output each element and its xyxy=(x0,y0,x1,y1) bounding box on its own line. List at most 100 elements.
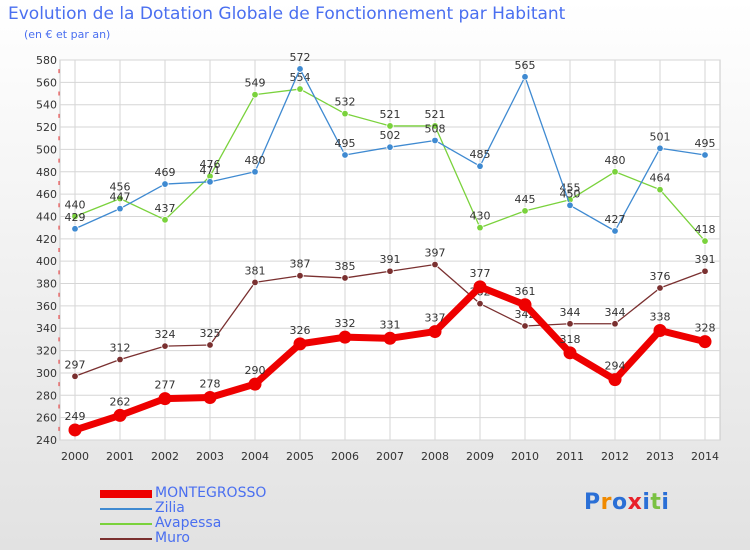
data-point-muro xyxy=(251,278,259,287)
data-label-muro: 344 xyxy=(560,306,581,319)
data-point-muro xyxy=(431,260,439,269)
x-tick-label: 2013 xyxy=(646,450,674,463)
legend-label-montegrosso: MONTEGROSSO xyxy=(155,485,267,501)
data-point-avapessa xyxy=(251,90,259,99)
data-label-montegrosso: 337 xyxy=(425,312,446,325)
data-label-avapessa: 532 xyxy=(335,96,356,109)
legend-label-avapessa: Avapessa xyxy=(155,515,222,531)
data-label-montegrosso: 278 xyxy=(200,378,221,391)
legend-item-muro: Muro xyxy=(100,531,266,546)
data-point-avapessa xyxy=(341,109,349,118)
y-tick-label: 240 xyxy=(36,434,57,447)
y-tick-label: 380 xyxy=(36,278,57,291)
legend-item-zilia: Zilia xyxy=(100,501,266,516)
x-tick-label: 2008 xyxy=(421,450,449,463)
data-label-muro: 397 xyxy=(425,247,446,260)
y-tick-label: 520 xyxy=(36,121,57,134)
data-point-avapessa xyxy=(521,207,529,215)
logo-letter: o xyxy=(611,490,628,515)
data-label-zilia: 508 xyxy=(425,122,446,135)
data-point-montegrosso xyxy=(383,331,397,345)
data-label-muro: 387 xyxy=(290,258,311,271)
data-point-montegrosso xyxy=(563,346,577,360)
data-point-avapessa xyxy=(296,85,304,93)
y-tick-label: 260 xyxy=(36,412,57,425)
data-point-montegrosso xyxy=(698,335,712,349)
data-label-muro: 344 xyxy=(605,306,626,319)
data-point-montegrosso xyxy=(248,377,262,391)
data-point-avapessa xyxy=(701,237,709,245)
y-tick-label: 340 xyxy=(36,322,57,335)
data-point-muro xyxy=(386,267,394,275)
data-point-montegrosso xyxy=(428,325,442,339)
x-tick-label: 2010 xyxy=(511,450,539,463)
data-point-zilia xyxy=(161,180,169,188)
x-tick-label: 2001 xyxy=(106,450,134,463)
chart-subtitle: (en € et par an) xyxy=(24,28,111,41)
data-point-montegrosso xyxy=(158,392,172,406)
x-tick-label: 2005 xyxy=(286,450,314,463)
x-tick-label: 2004 xyxy=(241,450,269,463)
x-tick-label: 2000 xyxy=(61,450,89,463)
data-point-zilia xyxy=(476,162,484,170)
data-point-montegrosso xyxy=(338,330,352,344)
data-label-muro: 324 xyxy=(155,328,176,341)
data-point-muro xyxy=(341,274,349,282)
data-point-muro xyxy=(161,342,169,350)
data-point-muro xyxy=(296,272,304,280)
data-point-zilia xyxy=(566,201,574,209)
data-point-montegrosso xyxy=(518,298,532,312)
legend-swatch-montegrosso xyxy=(100,489,152,498)
data-point-muro xyxy=(521,322,529,330)
data-point-montegrosso xyxy=(653,323,667,337)
legend-swatch-zilia xyxy=(100,507,152,510)
y-tick-label: 500 xyxy=(36,143,57,156)
y-tick-label: 420 xyxy=(36,233,57,246)
y-tick-label: 540 xyxy=(36,99,57,112)
data-label-avapessa: 437 xyxy=(155,202,176,215)
data-label-montegrosso: 277 xyxy=(155,379,176,392)
data-point-muro xyxy=(611,320,619,328)
data-label-zilia: 495 xyxy=(335,137,356,150)
data-label-zilia: 429 xyxy=(65,211,86,224)
legend-item-avapessa: Avapessa xyxy=(100,516,266,531)
data-label-montegrosso: 338 xyxy=(650,310,671,323)
legend-swatch-avapessa xyxy=(100,522,152,525)
logo-letter: t xyxy=(650,490,662,515)
x-tick-label: 2014 xyxy=(691,450,719,463)
data-point-avapessa xyxy=(71,212,79,221)
proxiti-logo: Proxiti xyxy=(584,490,669,515)
data-label-avapessa: 445 xyxy=(515,193,536,206)
y-tick-label: 400 xyxy=(36,255,57,268)
data-point-zilia xyxy=(431,136,439,145)
x-tick-label: 2007 xyxy=(376,450,404,463)
chart-title: Evolution de la Dotation Globale de Fonc… xyxy=(8,4,566,24)
data-label-avapessa: 430 xyxy=(470,210,491,223)
data-point-zilia xyxy=(521,73,529,81)
data-point-muro xyxy=(71,372,79,380)
data-label-muro: 376 xyxy=(650,270,671,283)
data-point-zilia xyxy=(611,227,619,235)
legend-label-zilia: Zilia xyxy=(155,500,185,516)
data-point-montegrosso xyxy=(113,408,127,422)
data-label-montegrosso: 377 xyxy=(470,267,491,280)
data-point-avapessa xyxy=(476,223,484,232)
x-tick-label: 2009 xyxy=(466,450,494,463)
data-point-montegrosso xyxy=(68,423,82,437)
legend-swatch-muro xyxy=(100,537,152,540)
data-point-montegrosso xyxy=(203,391,217,405)
data-point-muro xyxy=(476,299,484,308)
data-point-zilia xyxy=(251,168,259,176)
data-label-avapessa: 418 xyxy=(695,223,716,236)
data-point-muro xyxy=(701,267,709,275)
y-tick-label: 320 xyxy=(36,345,57,358)
x-tick-label: 2003 xyxy=(196,450,224,463)
y-tick-label: 280 xyxy=(36,389,57,402)
data-label-zilia: 565 xyxy=(515,59,536,72)
data-label-zilia: 480 xyxy=(245,154,266,167)
data-label-montegrosso: 290 xyxy=(245,364,266,377)
data-point-muro xyxy=(206,341,214,349)
legend: MONTEGROSSO Zilia Avapessa Muro xyxy=(100,486,266,546)
